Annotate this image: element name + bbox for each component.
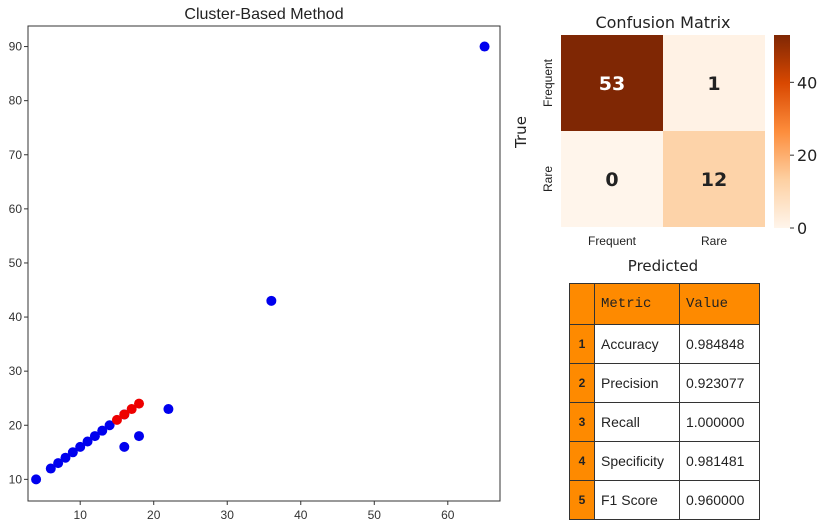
cm-cell	[561, 131, 663, 227]
cm-cell	[663, 35, 765, 131]
scatter-point-frequent	[104, 420, 115, 431]
colorbar-tick-label: 0	[797, 219, 807, 238]
row-metric: Precision	[594, 363, 680, 403]
scatter-point-frequent	[97, 425, 108, 436]
cm-cells: 53 1 0 12	[561, 35, 765, 227]
y-tick-label: 10	[9, 472, 23, 486]
scatter-point-frequent	[31, 474, 42, 485]
row-value: 0.923077	[679, 363, 760, 403]
metrics-table: Metric Value 1 Accuracy 0.984848 2 Preci…	[569, 283, 760, 520]
y-tick-label: 30	[9, 364, 23, 378]
y-tick-label: 60	[9, 202, 23, 216]
scatter-point-rare	[119, 409, 130, 420]
table-row: 1 Accuracy 0.984848	[569, 324, 760, 364]
confusion-matrix-chart: Confusion Matrix 53 10 12 Frequent RareFreq…	[512, 13, 817, 275]
row-value: 0.984848	[679, 324, 760, 364]
scatter-point-frequent	[60, 452, 71, 463]
x-tick-label: 60	[441, 508, 455, 522]
table-row: 5 F1 Score 0.960000	[569, 480, 760, 520]
scatter-point-frequent	[266, 295, 277, 306]
y-tick-label: 20	[9, 418, 23, 432]
cm-y-category: Frequent	[541, 58, 555, 107]
row-metric: F1 Score	[594, 480, 680, 520]
cm-colorbar-ticks: 0 20 40	[790, 73, 817, 238]
cm-colorbar	[774, 35, 790, 228]
scatter-point-frequent	[82, 436, 93, 447]
row-index: 4	[569, 441, 595, 481]
cm-xlabel: Predicted	[628, 257, 698, 275]
scatter-title: Cluster-Based Method	[184, 6, 343, 23]
y-tick-label: 70	[9, 148, 23, 162]
scatter-point-rare	[134, 398, 145, 409]
scatter-point-frequent	[75, 441, 86, 452]
scatter-plot-frame	[27, 25, 501, 502]
scatter-chart: Cluster-Based Method 10 20 30 40 50 60 10 20 30 4…	[9, 6, 501, 522]
table-row: 3 Recall 1.000000	[569, 402, 760, 442]
scatter-point-frequent	[45, 463, 56, 474]
cm-cell-value: 0	[605, 169, 618, 191]
x-tick-label: 40	[294, 508, 308, 522]
row-index: 3	[569, 402, 595, 442]
cm-ylabel: True	[512, 116, 530, 149]
colorbar-tick-label: 20	[797, 146, 817, 165]
table-header-row: Metric Value	[569, 283, 760, 325]
cm-cell-value: 1	[707, 73, 720, 95]
row-index: 1	[569, 324, 595, 364]
row-metric: Accuracy	[594, 324, 680, 364]
cm-labels: Frequent Rare Frequent Rare	[541, 58, 727, 248]
x-tick-label: 30	[221, 508, 235, 522]
column-header-metric: Metric	[594, 283, 680, 325]
cm-x-category: Frequent	[588, 234, 637, 248]
row-value: 0.960000	[679, 480, 760, 520]
cm-cell-value: 12	[701, 169, 727, 191]
table-row: 2 Precision 0.923077	[569, 363, 760, 403]
y-tick-label: 40	[9, 310, 23, 324]
cm-x-category: Rare	[701, 234, 727, 248]
row-value: 1.000000	[679, 402, 760, 442]
scatter-points	[31, 41, 490, 485]
row-value: 0.981481	[679, 441, 760, 481]
x-tick-label: 50	[368, 508, 382, 522]
scatter-point-frequent	[67, 447, 78, 458]
cm-y-category: Rare	[541, 166, 555, 192]
table-corner-cell	[569, 283, 595, 325]
y-tick-label: 90	[9, 40, 23, 54]
y-tick-label: 80	[9, 94, 23, 108]
scatter-point-frequent	[119, 441, 130, 452]
scatter-axis-ticks: 10 20 30 40 50 60 10 20 30 40 50 60 70 80 90	[9, 40, 455, 522]
scatter-point-frequent	[89, 431, 100, 442]
table-row: 4 Specificity 0.981481	[569, 441, 760, 481]
row-metric: Specificity	[594, 441, 680, 481]
scatter-point-frequent	[134, 431, 145, 442]
cm-title: Confusion Matrix	[595, 13, 730, 32]
x-tick-label: 20	[147, 508, 161, 522]
scatter-point-frequent	[53, 458, 64, 469]
scatter-point-rare	[126, 404, 137, 415]
scatter-point-frequent	[479, 41, 490, 52]
cm-cell	[663, 131, 765, 227]
colorbar-tick-label: 40	[797, 73, 817, 92]
cm-cell-value: 53	[599, 73, 625, 95]
row-index: 5	[569, 480, 595, 520]
scatter-point-rare	[111, 414, 122, 425]
y-tick-label: 50	[9, 256, 23, 270]
x-tick-label: 10	[74, 508, 88, 522]
cm-cell	[561, 35, 663, 131]
row-index: 2	[569, 363, 595, 403]
column-header-value: Value	[679, 283, 760, 325]
row-metric: Recall	[594, 402, 680, 442]
scatter-point-frequent	[163, 404, 174, 415]
